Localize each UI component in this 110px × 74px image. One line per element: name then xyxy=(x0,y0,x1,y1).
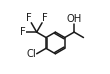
Text: Cl: Cl xyxy=(27,49,37,59)
Text: F: F xyxy=(20,27,26,37)
Text: F: F xyxy=(42,13,48,23)
Text: F: F xyxy=(26,13,31,23)
Text: OH: OH xyxy=(66,14,82,24)
